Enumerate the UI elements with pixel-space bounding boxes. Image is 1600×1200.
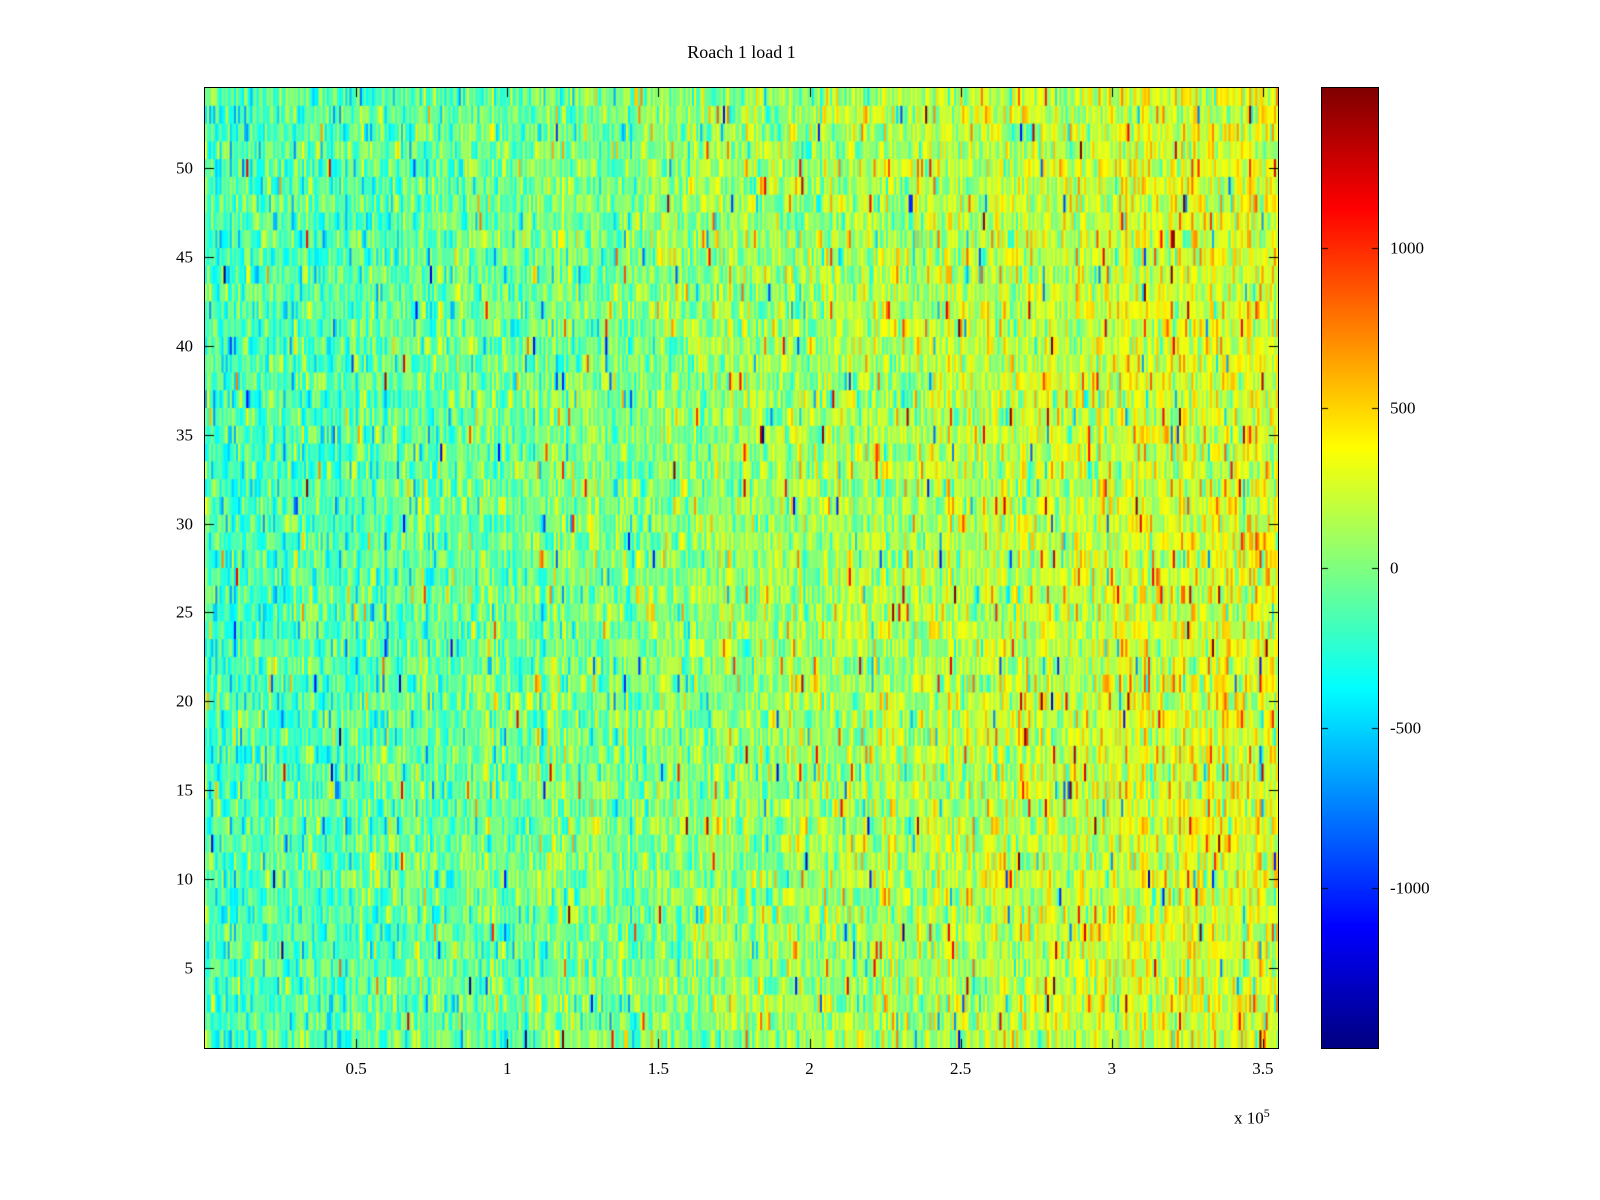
- y-axis-tick-label: 35: [176, 425, 193, 445]
- colorbar-tick-label: -500: [1390, 718, 1422, 738]
- x-axis-tick-label: 0.5: [345, 1059, 367, 1078]
- x-axis-tick-label: 3: [1107, 1059, 1117, 1078]
- x-axis-tick-label: 2: [805, 1059, 814, 1078]
- x-axis-exponent-label: x 105: [1234, 1106, 1270, 1129]
- colorbar-tick-label: 0: [1390, 558, 1399, 578]
- exponent-power-text: 5: [1263, 1106, 1270, 1120]
- y-axis-tick-label: 45: [176, 247, 193, 267]
- y-axis-tick-label: 15: [176, 780, 193, 800]
- y-axis-tick-label: 5: [184, 958, 194, 978]
- colorbar-tick-label: 500: [1390, 398, 1416, 418]
- y-axis-tick-label: 50: [176, 158, 193, 178]
- heatmap-plot: [204, 87, 1279, 1049]
- x-axis-tick-label: 1: [503, 1059, 512, 1078]
- colorbar-canvas: [1322, 88, 1378, 1048]
- x-axis-tick-label: 3.5: [1252, 1059, 1274, 1078]
- colorbar: [1321, 87, 1379, 1049]
- y-axis-tick-label: 40: [176, 336, 193, 356]
- y-axis-tick-label: 20: [176, 691, 193, 711]
- y-axis-tick-label: 30: [176, 514, 193, 534]
- x-axis-tick-label: 1.5: [647, 1059, 669, 1078]
- colorbar-tick-label: 1000: [1390, 238, 1424, 258]
- chart-title: Roach 1 load 1: [687, 42, 796, 62]
- y-axis-tick-label: 25: [176, 602, 193, 622]
- y-axis-tick-label: 10: [176, 869, 193, 889]
- exponent-prefix-text: x 10: [1234, 1108, 1264, 1128]
- colorbar-tick-label: -1000: [1390, 878, 1430, 898]
- x-axis-tick-label: 2.5: [950, 1059, 972, 1078]
- heatmap-canvas: [205, 88, 1278, 1048]
